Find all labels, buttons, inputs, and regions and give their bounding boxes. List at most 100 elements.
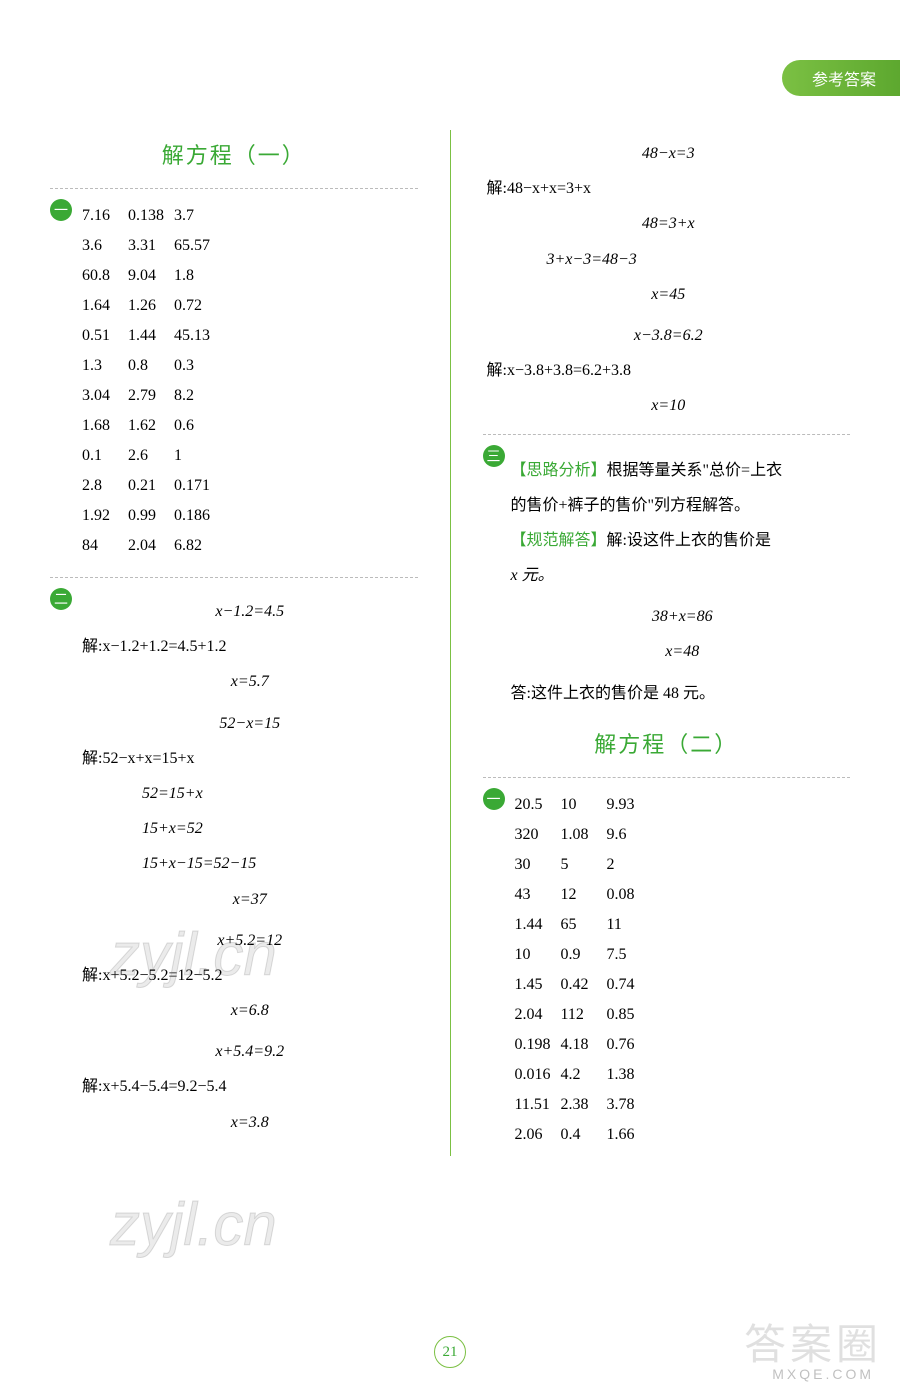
eq-line: 15+x−15=52−15: [82, 846, 418, 881]
table-cell: 320: [515, 826, 551, 844]
eq-line: x=5.7: [82, 664, 418, 699]
equation-block-7: 38+x=86 x=48: [515, 599, 851, 669]
table-cell: 10: [561, 796, 597, 814]
table-cell: 20.5: [515, 796, 551, 814]
table-cell: 1.92: [82, 507, 118, 525]
answer-table-2: 20.5109.933201.089.6305243120.081.446511…: [515, 796, 643, 1144]
table-cell: 1.8: [174, 267, 210, 285]
analysis-text: 的售价+裤子的售价"列方程解答。: [511, 497, 751, 514]
table-cell: 2.04: [128, 537, 164, 555]
badge-three-icon: 三: [483, 445, 505, 467]
eq-line: 解:x+5.4−5.4=9.2−5.4: [82, 1078, 227, 1095]
eq-line: 解:x−1.2+1.2=4.5+1.2: [82, 638, 227, 655]
eq-line: x=37: [82, 882, 418, 917]
table-cell: 12: [561, 886, 597, 904]
equation-block-1: x−1.2=4.5 解:x−1.2+1.2=4.5+1.2 x=5.7: [82, 594, 418, 700]
eq-line: 解:52−x+x=15+x: [82, 750, 195, 767]
corner-url-watermark: MXQE.COM: [772, 1366, 874, 1382]
table-cell: 1.44: [515, 916, 551, 934]
eq-line: x−3.8=6.2: [487, 318, 851, 353]
table-cell: 1: [174, 447, 210, 465]
eq-line: x−1.2=4.5: [82, 594, 418, 629]
eq-line: 解:x+5.2−5.2=12−5.2: [82, 967, 223, 984]
section-title-1: 解方程（一）: [50, 138, 418, 170]
eq-line: x+5.2=12: [82, 923, 418, 958]
table-cell: 10: [515, 946, 551, 964]
table-cell: 1.26: [128, 297, 164, 315]
table-cell: 0.76: [607, 1036, 643, 1054]
answer-text: 答:这件上衣的售价是 48 元。: [511, 685, 715, 702]
analysis-label: 【思路分析】: [511, 462, 607, 479]
table-cell: 2.79: [128, 387, 164, 405]
badge-one-icon: 一: [483, 788, 505, 810]
table-cell: 30: [515, 856, 551, 874]
eq-line: 3+x−3=48−3: [487, 242, 851, 277]
eq-line: 48−x=3: [487, 136, 851, 171]
table-cell: 3.31: [128, 237, 164, 255]
equation-block-6: x−3.8=6.2 解:x−3.8+3.8=6.2+3.8 x=10: [487, 318, 851, 424]
badge-two-icon: 二: [50, 588, 72, 610]
table-cell: 1.45: [515, 976, 551, 994]
eq-line: 解:x−3.8+3.8=6.2+3.8: [487, 362, 632, 379]
table-cell: 0.171: [174, 477, 210, 495]
table-cell: 2: [607, 856, 643, 874]
section-title-2: 解方程（二）: [483, 727, 851, 759]
table-cell: 11.51: [515, 1096, 551, 1114]
table-cell: 9.04: [128, 267, 164, 285]
table-cell: 2.04: [515, 1006, 551, 1024]
table-cell: 0.3: [174, 357, 210, 375]
table-cell: 0.08: [607, 886, 643, 904]
equation-block-3: x+5.2=12 解:x+5.2−5.2=12−5.2 x=6.8: [82, 923, 418, 1029]
table-cell: 0.198: [515, 1036, 551, 1054]
table-cell: 1.64: [82, 297, 118, 315]
table-cell: 0.21: [128, 477, 164, 495]
eq-line: 15+x=52: [82, 811, 418, 846]
left-column: 解方程（一） 一 7.160.1383.73.63.3165.5760.89.0…: [50, 130, 428, 1156]
eq-line: x=6.8: [82, 993, 418, 1028]
corner-watermark: 答案圈: [744, 1311, 882, 1372]
equation-block-2: 52−x=15 解:52−x+x=15+x 52=15+x 15+x=52 15…: [82, 706, 418, 917]
analysis-block: 【思路分析】根据等量关系"总价=上衣 的售价+裤子的售价"列方程解答。 【规范解…: [511, 453, 851, 711]
table-cell: 1.3: [82, 357, 118, 375]
table-cell: 7.16: [82, 207, 118, 225]
table-cell: 1.44: [128, 327, 164, 345]
eq-line: x=48: [515, 634, 851, 669]
table-cell: 0.6: [174, 417, 210, 435]
table-cell: 2.38: [561, 1096, 597, 1114]
table-cell: 0.42: [561, 976, 597, 994]
analysis-text: 根据等量关系"总价=上衣: [607, 462, 783, 479]
divider-line: [483, 434, 851, 435]
table-cell: 9.93: [607, 796, 643, 814]
table-cell: 0.138: [128, 207, 164, 225]
table-cell: 11: [607, 916, 643, 934]
eq-line: x=45: [487, 277, 851, 312]
table-cell: 0.99: [128, 507, 164, 525]
column-divider: [450, 130, 451, 1156]
problem-3: 三 【思路分析】根据等量关系"总价=上衣 的售价+裤子的售价"列方程解答。 【规…: [483, 445, 851, 719]
table-cell: 5: [561, 856, 597, 874]
divider-line: [50, 577, 418, 578]
model-text: 解:设这件上衣的售价是: [607, 532, 771, 549]
table-cell: 0.1: [82, 447, 118, 465]
eq-line: 52−x=15: [82, 706, 418, 741]
table-cell: 7.5: [607, 946, 643, 964]
table-cell: 0.8: [128, 357, 164, 375]
table-cell: 0.85: [607, 1006, 643, 1024]
table-cell: 0.186: [174, 507, 210, 525]
answer-table-1: 7.160.1383.73.63.3165.5760.89.041.81.641…: [82, 207, 210, 555]
table-cell: 45.13: [174, 327, 210, 345]
eq-line: 38+x=86: [515, 599, 851, 634]
table-cell: 65.57: [174, 237, 210, 255]
eq-line: x=3.8: [82, 1105, 418, 1140]
table-cell: 4.2: [561, 1066, 597, 1084]
table-cell: 1.38: [607, 1066, 643, 1084]
table-cell: 84: [82, 537, 118, 555]
problem-4: 一 20.5109.933201.089.6305243120.081.4465…: [483, 788, 851, 1156]
model-text: x 元。: [511, 567, 554, 584]
table-cell: 3.78: [607, 1096, 643, 1114]
page-number-badge: 21: [434, 1336, 466, 1368]
table-cell: 112: [561, 1006, 597, 1024]
two-column-layout: 解方程（一） 一 7.160.1383.73.63.3165.5760.89.0…: [50, 130, 850, 1156]
table-cell: 6.82: [174, 537, 210, 555]
table-cell: 4.18: [561, 1036, 597, 1054]
